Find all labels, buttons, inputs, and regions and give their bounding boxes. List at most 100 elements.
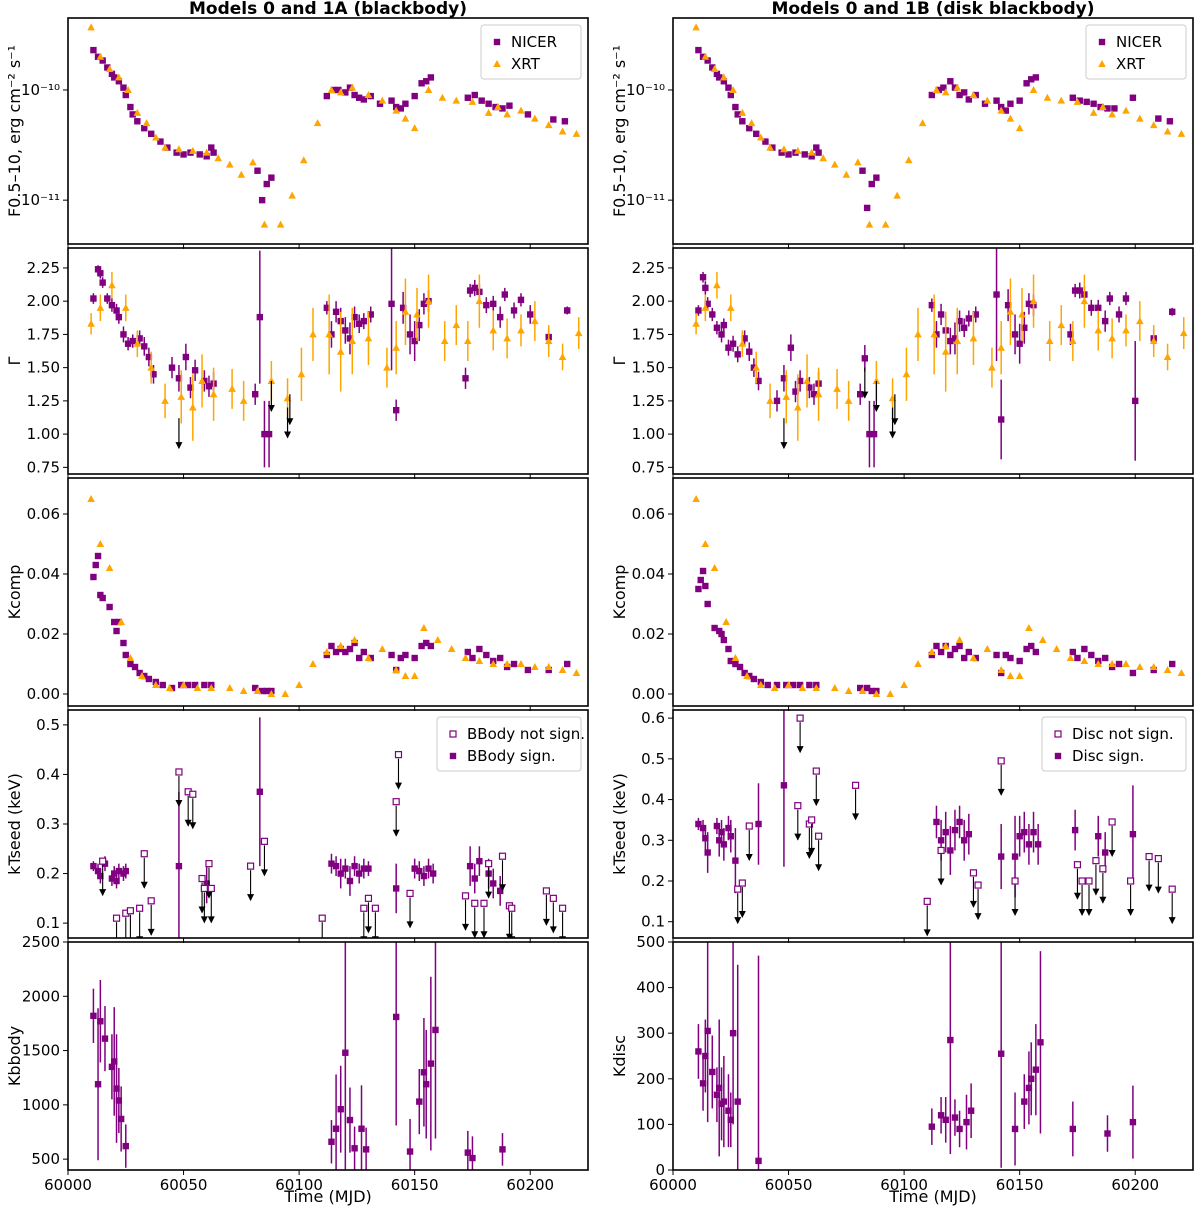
data-point: [138, 672, 146, 679]
y-tick-label: 0.3: [641, 831, 665, 849]
data-point: [753, 130, 760, 138]
data-point: [784, 681, 793, 688]
y-tick-label: 0.4: [641, 791, 665, 809]
data-point: [701, 540, 710, 547]
data-point: [937, 1112, 945, 1119]
series-xrt: [692, 495, 1186, 697]
series-nicer: [90, 248, 571, 468]
data-point: [914, 330, 922, 338]
data-point: [1011, 877, 1019, 885]
data-point: [115, 867, 123, 875]
data-point: [94, 867, 102, 875]
data-point: [87, 495, 95, 502]
data-point: [725, 1107, 732, 1114]
y-tick-label: 0: [655, 1161, 665, 1179]
data-point: [1076, 97, 1083, 104]
data-point: [225, 160, 234, 168]
data-point: [367, 311, 374, 318]
data-point: [933, 331, 940, 338]
data-point: [423, 639, 430, 647]
series-xrt: [692, 271, 1188, 441]
legend-flux: NICER XRT: [480, 24, 582, 80]
data-point: [263, 687, 270, 695]
data-point: [812, 767, 820, 775]
data-point: [544, 121, 553, 129]
data-point: [702, 1052, 709, 1060]
data-point: [1088, 651, 1095, 659]
data-point: [695, 585, 702, 593]
data-point: [808, 153, 815, 160]
data-point: [1076, 287, 1083, 294]
y-tick-label: 10⁻¹⁰: [626, 81, 665, 99]
upper-limit-arrowhead: [147, 928, 155, 936]
data-point: [406, 1148, 414, 1155]
data-point: [785, 151, 792, 158]
data-point: [956, 818, 963, 826]
data-point: [766, 396, 774, 404]
panel-ktseed-right: 0.1 0.2 0.3 0.4 0.5 0.6 kTseed (keV) Disc not s…: [610, 709, 1194, 943]
data-point: [1073, 97, 1082, 105]
data-point: [427, 1060, 435, 1067]
upper-limit-arrowhead: [471, 931, 479, 938]
upper-limit-arrowhead: [1108, 849, 1116, 857]
data-point: [801, 151, 808, 158]
data-point: [90, 46, 97, 54]
data-point: [461, 654, 470, 661]
upper-limit-arrowhead: [1099, 896, 1107, 904]
data-point: [87, 319, 95, 327]
data-point: [863, 684, 871, 692]
upper-limit-arrowhead: [815, 864, 823, 872]
data-point: [1029, 297, 1038, 305]
data-point: [988, 363, 996, 371]
data-point: [806, 681, 813, 689]
data-point: [145, 353, 153, 361]
y-tick-label: 1.00: [27, 425, 60, 443]
data-point: [572, 669, 581, 676]
data-point: [420, 1069, 428, 1076]
data-point: [108, 875, 116, 882]
data-point: [1069, 337, 1077, 345]
data-point: [360, 96, 368, 103]
data-point: [1129, 1118, 1137, 1126]
data-point: [713, 1091, 721, 1098]
data-point: [332, 862, 340, 870]
data-point: [115, 618, 123, 626]
series-nicer: [695, 942, 1137, 1170]
y-tick-label: 2.00: [632, 292, 665, 310]
data-point: [1018, 310, 1026, 318]
data-point: [253, 687, 262, 694]
upper-limit-arrowhead: [1085, 909, 1093, 916]
data-point: [432, 1026, 439, 1034]
data-point: [814, 832, 823, 840]
y-tick-label: 1.00: [632, 425, 665, 443]
data-point: [360, 648, 368, 656]
data-point: [161, 396, 169, 404]
data-point: [483, 301, 490, 309]
y-tick-label: 0.6: [641, 709, 665, 727]
data-point: [401, 114, 410, 122]
data-point: [928, 301, 936, 309]
data-point: [720, 841, 728, 848]
data-point: [424, 85, 433, 93]
left-column: Models 0 and 1A (blackbody) Time (MJD): [189, 0, 467, 1206]
data-point: [713, 70, 721, 78]
data-point: [1006, 114, 1015, 122]
data-point: [175, 375, 183, 382]
data-point: [175, 862, 183, 870]
data-point: [96, 540, 105, 547]
data-point: [872, 690, 881, 697]
upper-limit-arrowhead: [745, 854, 753, 862]
data-point: [851, 781, 860, 789]
y-axis-label: Kdisc: [610, 1035, 629, 1077]
upper-limit-arrowhead: [1145, 884, 1153, 892]
data-point: [351, 91, 358, 99]
data-point: [720, 636, 728, 644]
upper-limit-arrowhead: [1127, 909, 1135, 916]
data-point: [268, 174, 275, 181]
upper-limit-arrowhead: [780, 442, 788, 450]
y-tick-label: 0.5: [36, 716, 60, 734]
data-point: [718, 331, 725, 338]
data-point: [267, 376, 276, 384]
data-point: [342, 648, 349, 656]
data-point: [392, 343, 400, 351]
